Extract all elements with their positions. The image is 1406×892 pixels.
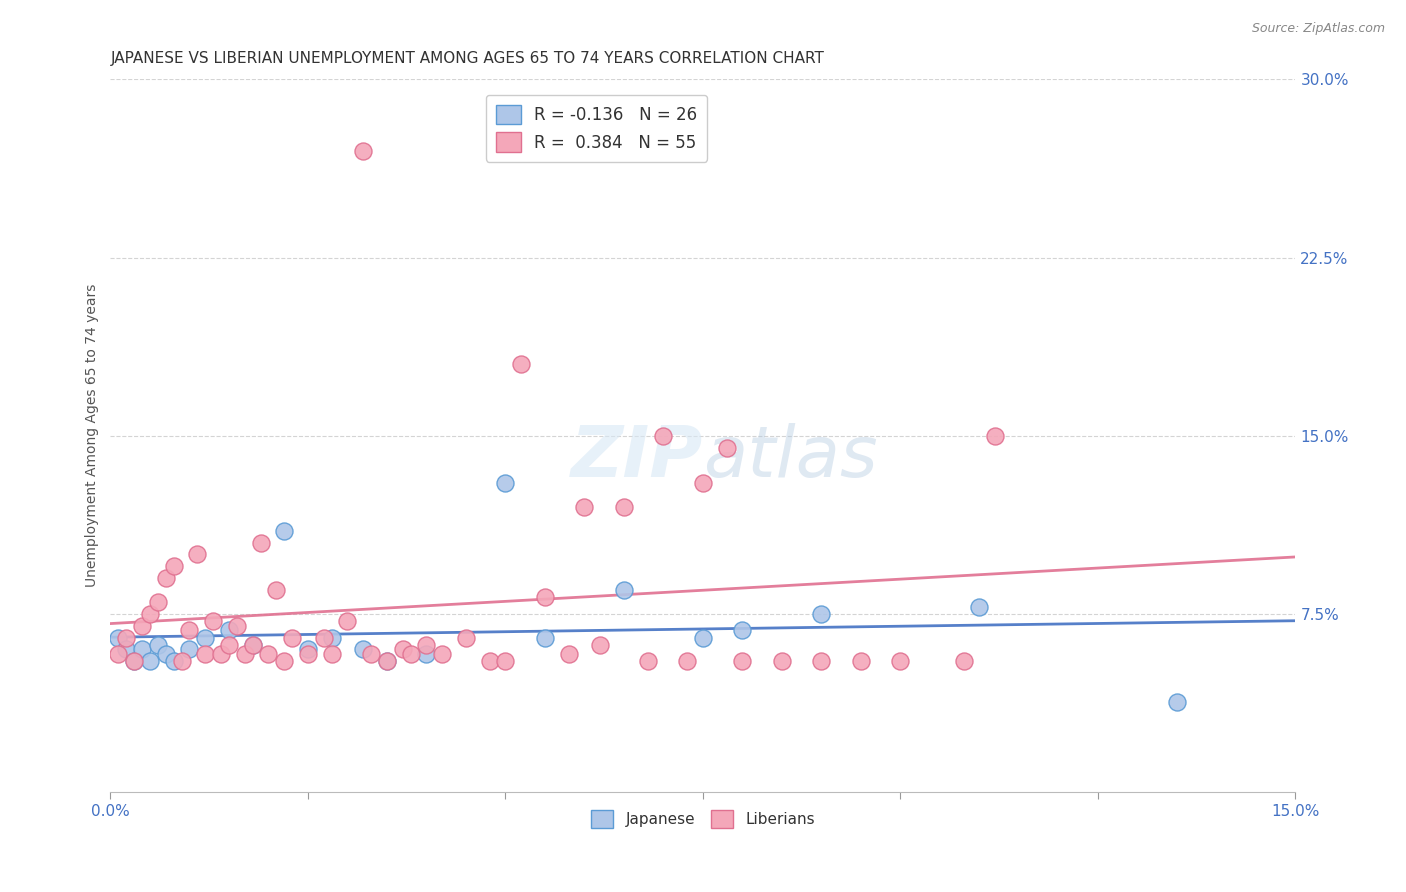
Point: [360, 647, 382, 661]
Point: [139, 654, 162, 668]
Point: [652, 428, 675, 442]
Point: [534, 631, 557, 645]
Point: [432, 647, 454, 661]
Point: [478, 654, 501, 668]
Point: [281, 631, 304, 645]
Point: [170, 654, 193, 668]
Point: [321, 631, 343, 645]
Point: [510, 358, 533, 372]
Point: [209, 647, 232, 661]
Point: [952, 654, 974, 668]
Point: [146, 638, 169, 652]
Point: [534, 590, 557, 604]
Point: [242, 638, 264, 652]
Point: [107, 647, 129, 661]
Point: [107, 631, 129, 645]
Point: [297, 647, 319, 661]
Point: [266, 582, 288, 597]
Point: [391, 642, 413, 657]
Point: [454, 631, 477, 645]
Point: [218, 638, 240, 652]
Point: [179, 642, 201, 657]
Point: [810, 654, 832, 668]
Point: [131, 618, 153, 632]
Point: [194, 647, 217, 661]
Point: [179, 624, 201, 638]
Point: [233, 647, 256, 661]
Point: [849, 654, 872, 668]
Point: [731, 654, 754, 668]
Point: [984, 428, 1007, 442]
Point: [122, 654, 145, 668]
Text: JAPANESE VS LIBERIAN UNEMPLOYMENT AMONG AGES 65 TO 74 YEARS CORRELATION CHART: JAPANESE VS LIBERIAN UNEMPLOYMENT AMONG …: [111, 51, 824, 66]
Point: [399, 647, 422, 661]
Point: [589, 638, 612, 652]
Point: [242, 638, 264, 652]
Point: [249, 535, 271, 549]
Point: [969, 599, 991, 614]
Point: [494, 654, 516, 668]
Point: [574, 500, 596, 514]
Legend: Japanese, Liberians: Japanese, Liberians: [585, 805, 821, 834]
Point: [770, 654, 793, 668]
Point: [889, 654, 911, 668]
Point: [194, 631, 217, 645]
Point: [312, 631, 335, 645]
Point: [352, 642, 374, 657]
Point: [131, 642, 153, 657]
Point: [415, 647, 437, 661]
Text: atlas: atlas: [703, 423, 877, 491]
Point: [336, 614, 359, 628]
Text: Source: ZipAtlas.com: Source: ZipAtlas.com: [1251, 22, 1385, 36]
Point: [162, 559, 184, 574]
Point: [375, 654, 398, 668]
Point: [810, 607, 832, 621]
Point: [155, 647, 177, 661]
Point: [613, 582, 636, 597]
Point: [122, 654, 145, 668]
Point: [202, 614, 225, 628]
Point: [637, 654, 659, 668]
Point: [692, 476, 714, 491]
Point: [1166, 695, 1188, 709]
Point: [494, 476, 516, 491]
Point: [415, 638, 437, 652]
Point: [146, 595, 169, 609]
Point: [613, 500, 636, 514]
Point: [155, 571, 177, 585]
Point: [273, 654, 295, 668]
Point: [375, 654, 398, 668]
Point: [115, 642, 138, 657]
Point: [162, 654, 184, 668]
Point: [321, 647, 343, 661]
Point: [218, 624, 240, 638]
Point: [257, 647, 280, 661]
Point: [186, 548, 208, 562]
Point: [692, 631, 714, 645]
Point: [716, 441, 738, 455]
Point: [557, 647, 579, 661]
Point: [139, 607, 162, 621]
Point: [225, 618, 247, 632]
Point: [297, 642, 319, 657]
Y-axis label: Unemployment Among Ages 65 to 74 years: Unemployment Among Ages 65 to 74 years: [86, 284, 100, 587]
Point: [731, 624, 754, 638]
Point: [352, 144, 374, 158]
Point: [676, 654, 699, 668]
Text: ZIP: ZIP: [571, 423, 703, 491]
Point: [115, 631, 138, 645]
Point: [273, 524, 295, 538]
